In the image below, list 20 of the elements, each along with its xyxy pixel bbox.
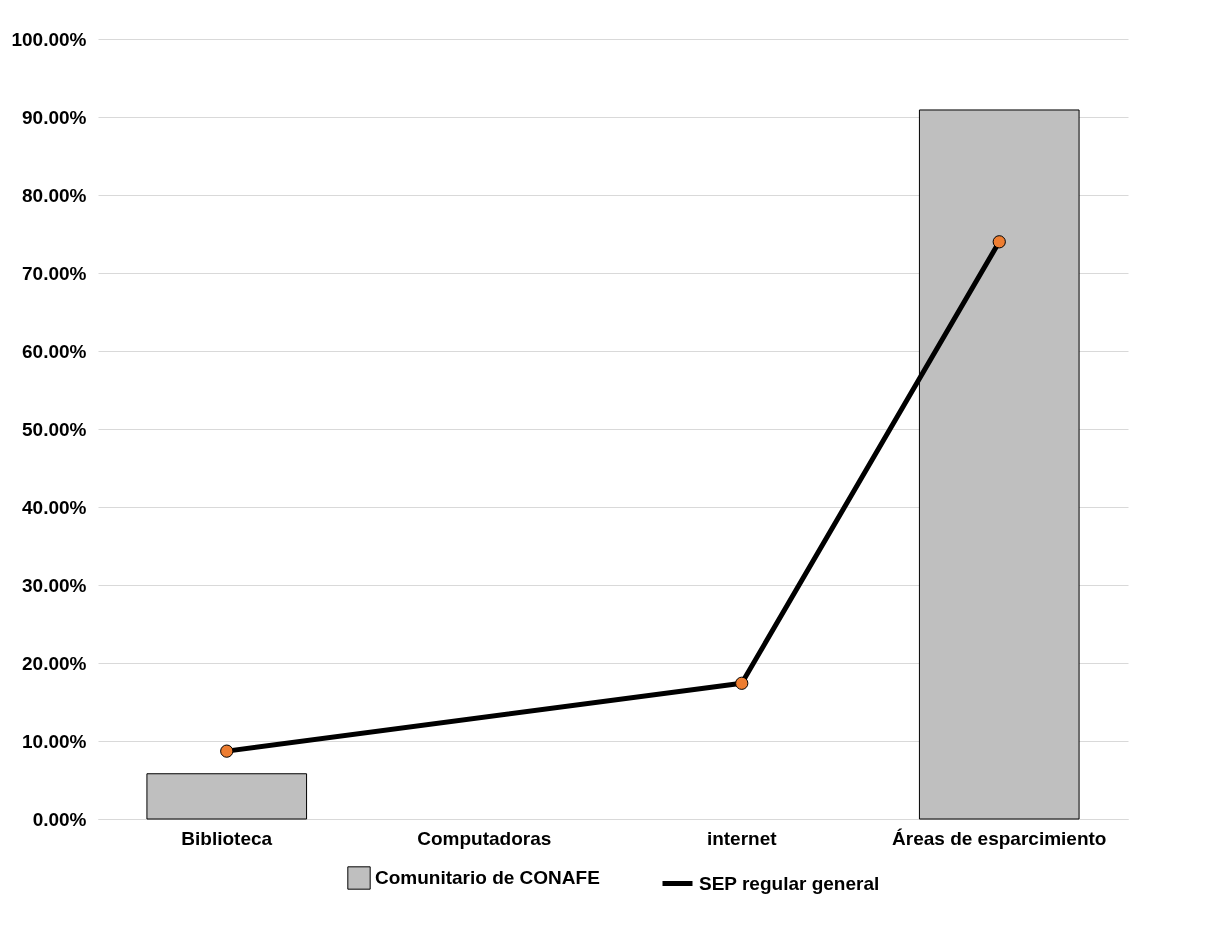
legend-label: Comunitario de CONAFE (375, 867, 600, 888)
point (992, 235, 1006, 249)
x-tick-label: Biblioteca (181, 827, 273, 849)
y-tick-label: 50.00% (22, 418, 87, 440)
y-tick-label: 90.00% (22, 106, 87, 128)
y-tick-label: 30.00% (22, 574, 87, 596)
y-tick-label: 40.00% (22, 496, 87, 518)
y-tick-label: 70.00% (22, 262, 87, 284)
y-tick-label: 10.00% (22, 730, 87, 752)
y-tick-label: 60.00% (22, 340, 87, 362)
legend-label: SEP regular general (699, 872, 880, 894)
point (220, 744, 234, 758)
y-tick-label: 0.00% (32, 808, 87, 830)
y-tick-label: 100.00% (11, 28, 87, 50)
y-tick-label: 80.00% (22, 184, 87, 206)
y-tick-label: 20.00% (22, 652, 87, 674)
x-tick-label: Computadoras (417, 827, 552, 849)
point (735, 676, 749, 690)
x-tick-label: internet (706, 827, 778, 849)
x-tick-label: Áreas de esparcimiento (892, 827, 1107, 849)
